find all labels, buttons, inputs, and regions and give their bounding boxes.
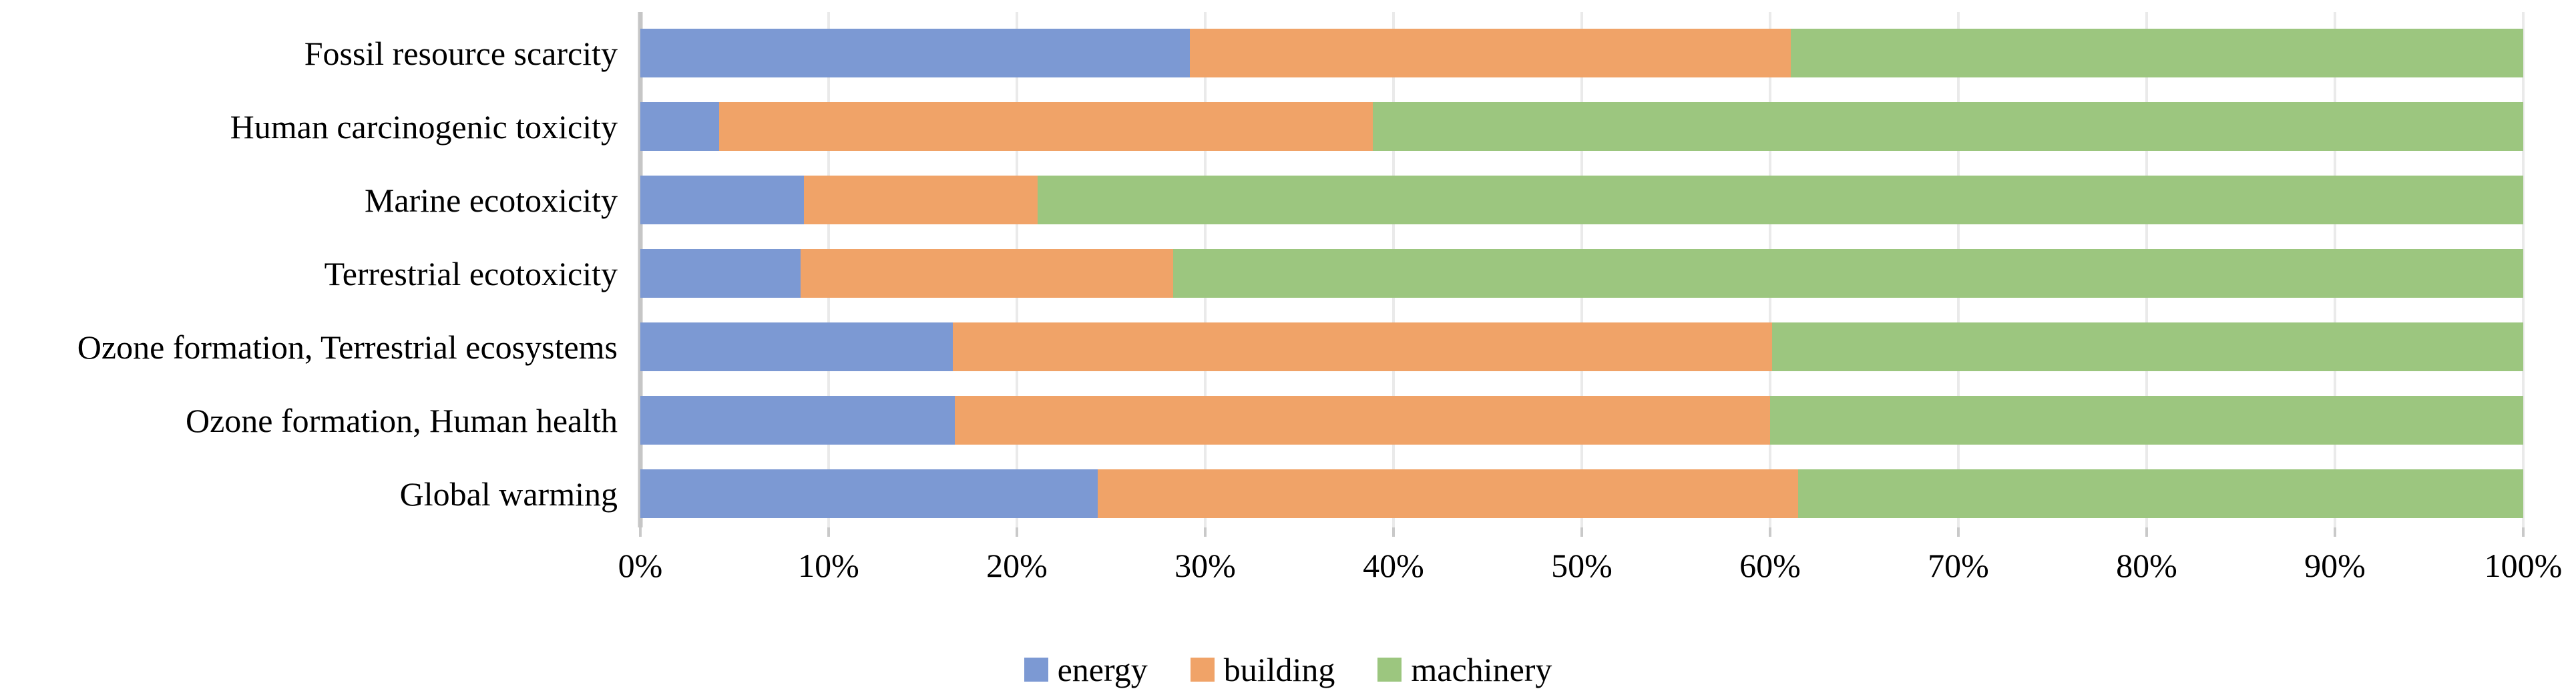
- bar-row: [640, 176, 2523, 224]
- gridline-100: [2522, 12, 2525, 527]
- x-tick-label: 60%: [1739, 547, 1801, 584]
- axis-tick: [2145, 527, 2148, 537]
- bar-segment-energy: [640, 469, 1098, 518]
- bar-segment-energy: [640, 322, 953, 371]
- bar-row: [640, 249, 2523, 298]
- x-tick-label: 90%: [2304, 547, 2366, 584]
- legend: energy building machinery: [0, 646, 2576, 693]
- bar-segment-machinery: [1372, 102, 2523, 151]
- legend-label: energy: [1057, 651, 1148, 688]
- x-tick-label: 100%: [2484, 547, 2563, 584]
- bar-segment-building: [719, 102, 1373, 151]
- bar-segment-machinery: [1791, 29, 2523, 77]
- category-label: Human carcinogenic toxicity: [230, 107, 618, 146]
- axis-tick: [827, 527, 830, 537]
- x-axis-tick-labels: 0% 10% 20% 30% 40% 50% 60% 70% 80% 90% 100%: [618, 546, 2563, 593]
- bar-segment-building: [800, 249, 1174, 298]
- category-label: Terrestrial ecotoxicity: [324, 254, 618, 292]
- axis-tick: [2522, 527, 2525, 537]
- bar-segment-energy: [640, 176, 805, 224]
- x-tick-label: 20%: [986, 547, 1048, 584]
- category-label: Ozone formation, Human health: [185, 401, 618, 439]
- axis-tick: [1016, 527, 1018, 537]
- bar-segment-machinery: [1798, 469, 2523, 518]
- x-tick-label: 70%: [1928, 547, 1989, 584]
- bar-segment-energy: [640, 29, 1191, 77]
- x-tick-label: 80%: [2116, 547, 2177, 584]
- x-tick-label: 50%: [1551, 547, 1613, 584]
- legend-item-energy: energy: [1024, 653, 1148, 686]
- category-label: Global warming: [399, 475, 618, 513]
- category-label: Fossil resource scarcity: [304, 34, 618, 72]
- x-tick-label: 10%: [798, 547, 859, 584]
- bar-row: [640, 322, 2523, 371]
- axis-tick: [1769, 527, 1771, 537]
- x-tick-label: 40%: [1363, 547, 1424, 584]
- bar-row: [640, 102, 2523, 151]
- bar-segment-machinery: [1770, 396, 2523, 445]
- bar-segment-building: [953, 322, 1772, 371]
- category-axis: Fossil resource scarcity Human carcinogen…: [0, 12, 624, 527]
- legend-label: machinery: [1411, 651, 1552, 688]
- legend-swatch-icon: [1377, 658, 1402, 682]
- category-label: Ozone formation, Terrestrial ecosystems: [77, 328, 618, 366]
- axis-tick: [1957, 527, 1960, 537]
- x-tick-label: 0%: [618, 547, 663, 584]
- axis-tick: [639, 527, 642, 537]
- axis-tick: [1392, 527, 1395, 537]
- legend-swatch-icon: [1190, 658, 1215, 682]
- bar-segment-energy: [640, 396, 955, 445]
- legend-swatch-icon: [1024, 658, 1048, 682]
- bar-segment-energy: [640, 102, 720, 151]
- category-label: Marine ecotoxicity: [364, 181, 618, 219]
- axis-tick: [1580, 527, 1583, 537]
- bar-row: [640, 29, 2523, 77]
- bar-segment-machinery: [1173, 249, 2523, 298]
- x-tick-label: 30%: [1174, 547, 1236, 584]
- legend-item-building: building: [1190, 651, 1335, 688]
- axis-tick: [2334, 527, 2336, 537]
- bar-segment-building: [1190, 29, 1791, 77]
- bar-row: [640, 396, 2523, 445]
- bar-segment-machinery: [1771, 322, 2523, 371]
- bar-segment-building: [804, 176, 1038, 224]
- plot-area: [638, 12, 2525, 537]
- axis-tick: [1204, 527, 1207, 537]
- bar-row: [640, 469, 2523, 518]
- legend-item-machinery: machinery: [1377, 653, 1552, 686]
- legend-label: building: [1223, 651, 1335, 688]
- bar-segment-energy: [640, 249, 801, 298]
- bar-segment-building: [1098, 469, 1799, 518]
- bar-segment-machinery: [1038, 176, 2523, 224]
- bar-segment-building: [954, 396, 1770, 445]
